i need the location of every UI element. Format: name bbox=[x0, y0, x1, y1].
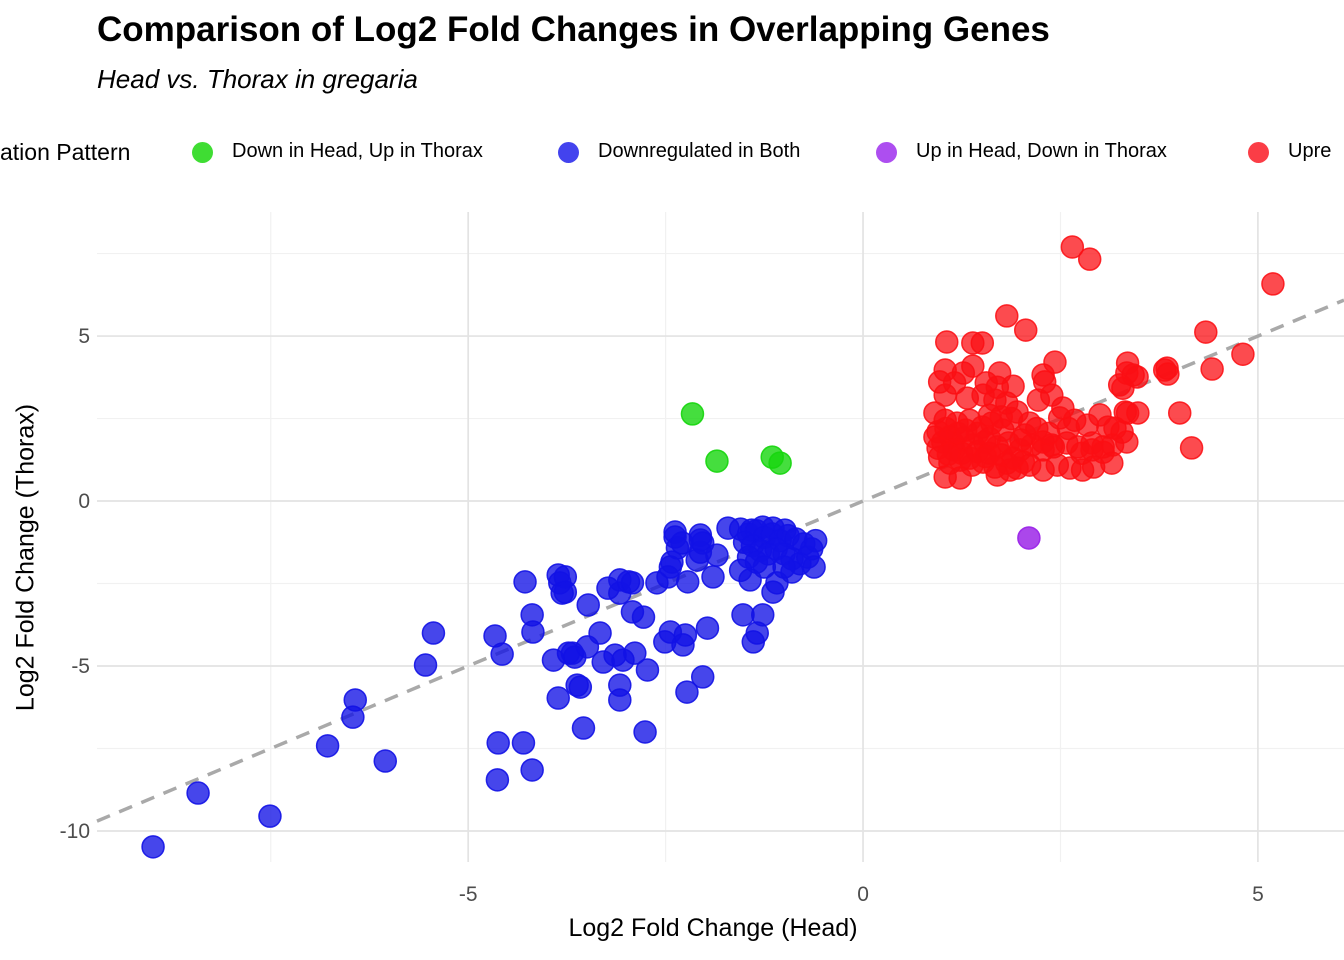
data-point-series-1 bbox=[752, 555, 777, 579]
legend-item-label: Down in Head, Up in Thorax bbox=[232, 140, 483, 162]
data-point-series-3 bbox=[1056, 416, 1081, 441]
legend-item-label: Upre bbox=[1288, 140, 1332, 162]
data-point-series-1 bbox=[315, 734, 340, 758]
data-point-series-1 bbox=[521, 620, 545, 644]
data-point-series-1 bbox=[546, 686, 570, 710]
data-point-series-1 bbox=[511, 731, 536, 755]
data-point-series-1 bbox=[568, 675, 593, 699]
data-point-series-1 bbox=[490, 642, 514, 666]
data-point-series-1 bbox=[623, 641, 647, 665]
data-point-series-1 bbox=[486, 731, 510, 755]
data-point-series-3 bbox=[1200, 357, 1224, 381]
data-point-series-1 bbox=[520, 758, 544, 782]
data-point-series-3 bbox=[1179, 436, 1204, 460]
data-point-series-1 bbox=[685, 548, 709, 572]
data-point-series-1 bbox=[258, 804, 282, 828]
data-point-series-3 bbox=[1013, 318, 1038, 342]
x-tick-label: 0 bbox=[857, 883, 869, 906]
data-point-series-1 bbox=[513, 570, 537, 594]
data-point-series-3 bbox=[948, 466, 972, 490]
legend-title: ation Pattern bbox=[0, 139, 131, 165]
data-point-series-1 bbox=[596, 576, 620, 600]
data-point-series-3 bbox=[1060, 235, 1085, 259]
x-axis-title: Log2 Fold Change (Head) bbox=[568, 914, 858, 942]
data-point-series-1 bbox=[373, 749, 398, 773]
data-point-series-1 bbox=[705, 543, 729, 567]
data-point-series-1 bbox=[413, 653, 438, 677]
chart-subtitle: Head vs. Thorax in gregaria bbox=[97, 64, 418, 94]
data-point-series-1 bbox=[186, 781, 210, 805]
data-point-series-3 bbox=[936, 442, 961, 466]
data-point-series-1 bbox=[608, 688, 632, 712]
data-point-series-3 bbox=[1036, 421, 1061, 446]
data-point-series-1 bbox=[633, 720, 657, 744]
data-point-series-3 bbox=[1194, 320, 1218, 344]
data-point-series-1 bbox=[631, 605, 656, 629]
purple-dot-icon bbox=[876, 142, 897, 163]
data-point-series-1 bbox=[673, 623, 698, 647]
data-point-series-0 bbox=[680, 402, 705, 426]
data-point-series-3 bbox=[1156, 362, 1180, 386]
data-point-series-2 bbox=[1017, 526, 1041, 550]
y-tick-label: -5 bbox=[71, 655, 90, 678]
data-point-series-1 bbox=[675, 570, 700, 594]
data-point-series-1 bbox=[802, 555, 826, 579]
x-tick-label: 5 bbox=[1252, 883, 1264, 906]
data-point-series-1 bbox=[728, 558, 753, 583]
data-point-series-3 bbox=[1111, 376, 1135, 400]
data-point-series-0 bbox=[705, 449, 729, 473]
data-point-series-1 bbox=[485, 768, 510, 792]
data-point-series-3 bbox=[989, 405, 1014, 429]
data-point-series-3 bbox=[1115, 430, 1139, 454]
legend-item-label: Downregulated in Both bbox=[598, 140, 801, 162]
data-point-series-1 bbox=[635, 658, 660, 682]
data-point-series-3 bbox=[1077, 247, 1102, 271]
y-tick-label: -10 bbox=[60, 820, 90, 843]
data-point-series-3 bbox=[995, 304, 1019, 328]
data-point-series-3 bbox=[965, 421, 990, 446]
x-tick-label: -5 bbox=[459, 883, 478, 906]
data-point-series-1 bbox=[620, 571, 645, 595]
data-point-series-1 bbox=[576, 593, 600, 617]
data-point-series-1 bbox=[571, 716, 596, 740]
data-point-series-1 bbox=[745, 621, 769, 645]
data-point-series-1 bbox=[695, 616, 720, 640]
data-point-series-3 bbox=[961, 354, 985, 378]
data-point-series-1 bbox=[421, 621, 446, 645]
legend-item-label: Up in Head, Down in Thorax bbox=[916, 140, 1167, 162]
data-point-series-1 bbox=[803, 528, 828, 553]
data-point-series-3 bbox=[1167, 401, 1192, 425]
data-point-series-1 bbox=[701, 565, 725, 589]
blue-dot-icon bbox=[558, 142, 579, 163]
data-point-series-1 bbox=[588, 621, 612, 645]
data-point-series-3 bbox=[935, 330, 959, 354]
y-tick-label: 0 bbox=[78, 490, 90, 513]
data-point-series-1 bbox=[141, 835, 165, 859]
data-point-series-3 bbox=[1126, 401, 1150, 425]
data-point-series-1 bbox=[645, 571, 669, 595]
legend: ation Pattern Down in Head, Up in Thorax… bbox=[0, 136, 1344, 170]
y-tick-label: 5 bbox=[78, 325, 90, 348]
data-point-series-1 bbox=[553, 580, 578, 604]
data-point-series-3 bbox=[1091, 440, 1115, 464]
green-dot-icon bbox=[192, 142, 213, 163]
data-point-series-1 bbox=[690, 665, 715, 689]
data-point-series-3 bbox=[1043, 350, 1067, 374]
data-point-series-1 bbox=[772, 555, 796, 579]
data-point-series-3 bbox=[1231, 342, 1255, 366]
y-axis-title: Log2 Fold Change (Thorax) bbox=[11, 403, 40, 712]
data-point-series-3 bbox=[970, 331, 995, 355]
data-point-series-3 bbox=[973, 444, 998, 469]
data-point-series-1 bbox=[731, 603, 755, 627]
red-dot-icon bbox=[1248, 142, 1269, 163]
data-point-series-0 bbox=[768, 451, 792, 475]
data-point-series-1 bbox=[341, 705, 365, 729]
data-point-series-1 bbox=[675, 680, 699, 704]
data-point-series-3 bbox=[1261, 272, 1285, 296]
page-title: Comparison of Log2 Fold Changes in Overl… bbox=[97, 10, 1050, 49]
